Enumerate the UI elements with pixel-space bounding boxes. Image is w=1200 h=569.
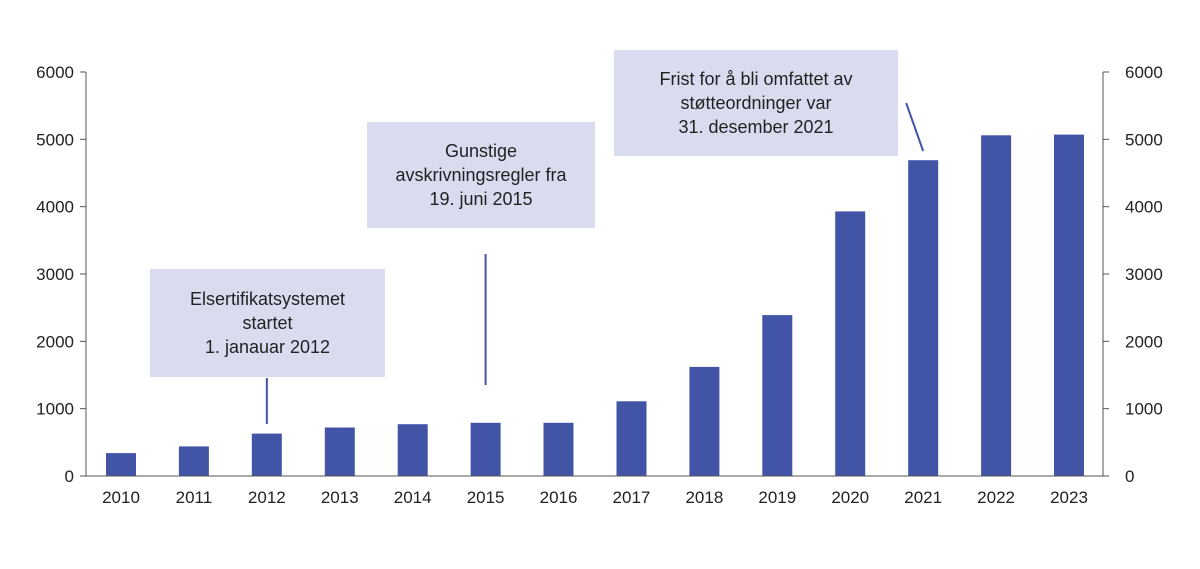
left-y-tick-label: 5000 — [36, 130, 74, 149]
annotation-box — [367, 122, 595, 228]
right-y-tick-label: 0 — [1125, 467, 1134, 486]
x-tick-label-2011: 2011 — [176, 488, 213, 507]
annotation-2012: Elsertifikatsystemet startet 1. janauar 20… — [150, 269, 385, 424]
right-y-tick-labels: 0 1000 2000 3000 4000 5000 6000 — [1125, 63, 1163, 486]
x-tick-label-2013: 2013 — [321, 488, 359, 507]
bar-2014 — [397, 424, 428, 476]
annotation-leader-line — [905, 102, 925, 152]
axes-group — [80, 71, 1109, 477]
x-tick-label-2012: 2012 — [248, 488, 286, 507]
annotation-text-line: støtteordninger var — [680, 93, 831, 113]
annotation-box — [614, 50, 898, 156]
annotation-text-line: 1. janauar 2012 — [205, 337, 330, 357]
annotation-text-line: Gunstige — [445, 141, 517, 161]
bar-2010 — [106, 453, 136, 476]
annotation-2021: Frist for å bli omfattet av støtteordning… — [614, 50, 925, 156]
right-y-tick-label: 3000 — [1125, 265, 1163, 284]
bar-2013 — [324, 427, 355, 476]
x-tick-label-2023: 2023 — [1050, 488, 1088, 507]
x-tick-label-2021: 2021 — [904, 488, 942, 507]
annotation-text-line: avskrivningsregler fra — [395, 165, 567, 185]
annotation-text-line: startet — [242, 313, 292, 333]
bar-2011 — [178, 446, 209, 476]
right-y-tick-label: 6000 — [1125, 63, 1163, 82]
bar-2021 — [908, 160, 939, 476]
annotations-group: Elsertifikatsystemet startet 1. janauar 20… — [150, 50, 925, 424]
bar-2015 — [470, 422, 501, 476]
left-y-tick-label: 3000 — [36, 265, 74, 284]
x-tick-label-2017: 2017 — [613, 488, 651, 507]
annotation-text-line: Frist for å bli omfattet av — [659, 69, 852, 89]
right-y-tick-label: 1000 — [1125, 400, 1163, 419]
x-tick-label-2014: 2014 — [394, 488, 432, 507]
bar-2016 — [543, 422, 574, 476]
right-y-tick-label: 4000 — [1125, 198, 1163, 217]
x-tick-label-2015: 2015 — [467, 488, 505, 507]
right-y-tick-label: 2000 — [1125, 332, 1163, 351]
x-tick-label-2018: 2018 — [685, 488, 723, 507]
bar-2023 — [1054, 134, 1084, 476]
x-tick-label-2020: 2020 — [831, 488, 869, 507]
left-y-tick-label: 1000 — [36, 400, 74, 419]
bar-2019 — [762, 315, 793, 476]
annotation-text-line: Elsertifikatsystemet — [190, 289, 345, 309]
left-y-tick-label: 6000 — [36, 63, 74, 82]
left-y-tick-label: 4000 — [36, 198, 74, 217]
bar-2018 — [689, 366, 720, 476]
bars-group — [106, 134, 1084, 477]
annotation-text-line: 19. juni 2015 — [429, 189, 532, 209]
x-tick-label-2016: 2016 — [540, 488, 578, 507]
x-tick-labels: 2010 2011 2012 2013 2014 2015 2016 2017 2018 2019… — [102, 488, 1088, 507]
bar-2017 — [616, 401, 647, 476]
bar-2012 — [251, 433, 282, 476]
left-y-tick-label: 0 — [65, 467, 74, 486]
bar-2022 — [981, 135, 1012, 477]
left-y-tick-labels: 0 1000 2000 3000 4000 5000 6000 — [36, 63, 74, 486]
x-tick-label-2010: 2010 — [102, 488, 140, 507]
right-y-tick-label: 5000 — [1125, 130, 1163, 149]
annotation-2015: Gunstige avskrivningsregler fra 19. juni 2… — [367, 122, 595, 385]
left-y-tick-label: 2000 — [36, 332, 74, 351]
x-tick-label-2022: 2022 — [977, 488, 1015, 507]
bar-2020 — [835, 211, 866, 476]
x-tick-label-2019: 2019 — [758, 488, 796, 507]
annotation-box — [150, 269, 385, 377]
annotation-text-line: 31. desember 2021 — [678, 117, 833, 137]
